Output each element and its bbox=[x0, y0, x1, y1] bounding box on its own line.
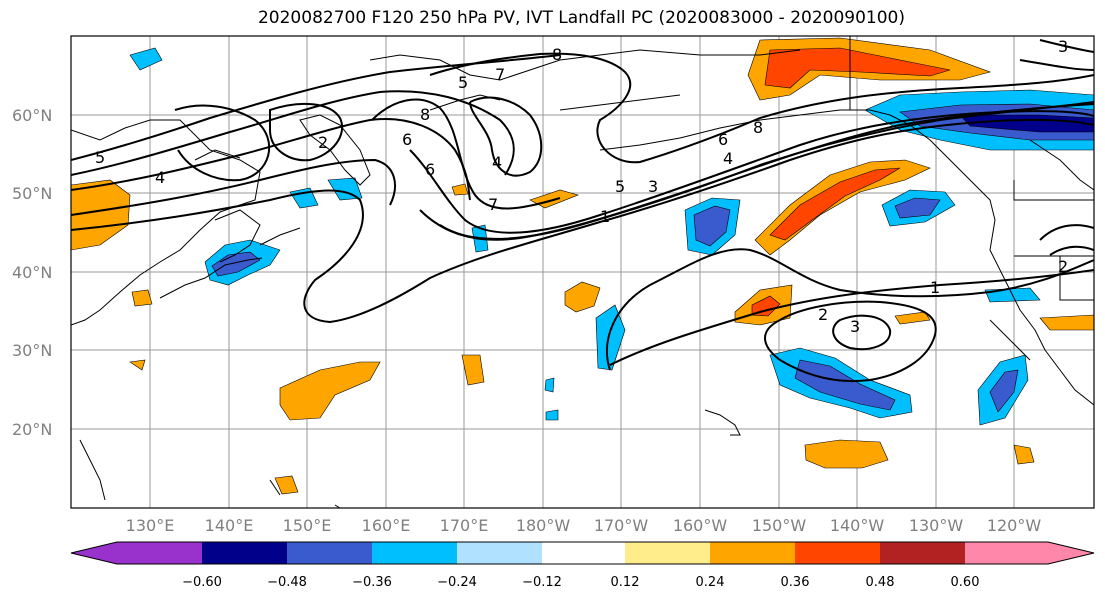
colorbar-segment bbox=[965, 542, 1048, 564]
contour-label: 6 bbox=[718, 130, 728, 149]
lon-label: 180°W bbox=[516, 516, 571, 535]
lon-label: 130°E bbox=[126, 516, 175, 535]
colorbar-tick: −0.12 bbox=[522, 575, 562, 590]
contour-label: 6 bbox=[402, 130, 412, 149]
lon-label: 170°E bbox=[440, 516, 489, 535]
contour-label: 2 bbox=[318, 133, 328, 152]
latitude-labels: 60°N 50°N 40°N 30°N 20°N bbox=[12, 106, 52, 439]
contour-label: 8 bbox=[552, 45, 562, 64]
colorbar-segment bbox=[202, 542, 287, 564]
colorbar-segment bbox=[710, 542, 795, 564]
colorbar-segment bbox=[880, 542, 965, 564]
lon-label: 170°W bbox=[594, 516, 649, 535]
contour-label: 6 bbox=[425, 160, 435, 179]
colorbar bbox=[70, 541, 1095, 565]
colorbar-tick: 0.12 bbox=[611, 575, 640, 590]
lon-label: 160°E bbox=[362, 516, 411, 535]
colorbar-segment bbox=[372, 542, 457, 564]
lon-label: 140°W bbox=[830, 516, 885, 535]
contour-label: 3 bbox=[648, 177, 658, 196]
lon-label: 130°W bbox=[909, 516, 964, 535]
colorbar-tick: 0.48 bbox=[866, 575, 895, 590]
contour-label: 1 bbox=[600, 207, 610, 226]
lon-label: 150°W bbox=[752, 516, 807, 535]
colorbar-tick-labels: −0.60 −0.48 −0.36 −0.24 −0.12 0.12 0.24 … bbox=[182, 575, 979, 590]
colorbar-segment bbox=[625, 542, 710, 564]
lon-label: 160°W bbox=[673, 516, 728, 535]
colorbar-segment bbox=[117, 542, 202, 564]
colorbar-tick: −0.60 bbox=[182, 575, 222, 590]
contour-label: 7 bbox=[495, 65, 505, 84]
contour-label: 5 bbox=[95, 148, 105, 167]
contour-label: 8 bbox=[420, 105, 430, 124]
contour-label: 5 bbox=[615, 177, 625, 196]
colorbar-tick: 0.36 bbox=[781, 575, 810, 590]
lat-label: 20°N bbox=[12, 420, 52, 439]
contour-label: 8 bbox=[753, 118, 763, 137]
colorbar-tick: 0.24 bbox=[696, 575, 725, 590]
contour-label-group: 5 4 2 5 7 8 6 8 7 4 6 1 5 3 6 8 4 1 2 3 … bbox=[95, 37, 1068, 336]
lat-label: 30°N bbox=[12, 341, 52, 360]
colorbar-segment bbox=[287, 542, 372, 564]
colorbar-tick: 0.60 bbox=[951, 575, 980, 590]
contour-label: 3 bbox=[1058, 37, 1068, 56]
colorbar-tick: −0.36 bbox=[352, 575, 392, 590]
colorbar-extend-max bbox=[1048, 542, 1094, 564]
contour-label: 3 bbox=[850, 317, 860, 336]
colorbar-segment bbox=[795, 542, 880, 564]
lon-label: 120°W bbox=[987, 516, 1042, 535]
pv-contours bbox=[71, 39, 1094, 382]
contour-label: 4 bbox=[155, 168, 165, 187]
colorbar-segment bbox=[457, 542, 542, 564]
lon-label: 140°E bbox=[205, 516, 254, 535]
lat-label: 60°N bbox=[12, 106, 52, 125]
shading-negative bbox=[129, 47, 1094, 426]
contour-label: 7 bbox=[488, 195, 498, 214]
colorbar-extend-min bbox=[71, 542, 117, 564]
contour-label: 5 bbox=[458, 73, 468, 92]
lat-label: 50°N bbox=[12, 184, 52, 203]
contour-label: 2 bbox=[1058, 257, 1068, 276]
lat-label: 40°N bbox=[12, 263, 52, 282]
lon-label: 150°E bbox=[283, 516, 332, 535]
colorbar-outline bbox=[70, 541, 1095, 565]
colorbar-segment bbox=[542, 542, 625, 564]
contour-label: 4 bbox=[492, 153, 502, 172]
contour-label: 1 bbox=[930, 278, 940, 297]
contour-label: 4 bbox=[723, 149, 733, 168]
contour-label: 2 bbox=[818, 305, 828, 324]
colorbar-tick: −0.48 bbox=[267, 575, 307, 590]
colorbar-tick: −0.24 bbox=[437, 575, 477, 590]
plot-title: 2020082700 F120 250 hPa PV, IVT Landfall… bbox=[257, 8, 905, 28]
longitude-labels: 130°E 140°E 150°E 160°E 170°E 180°W 170°… bbox=[126, 516, 1042, 535]
map-frame bbox=[70, 35, 1095, 509]
